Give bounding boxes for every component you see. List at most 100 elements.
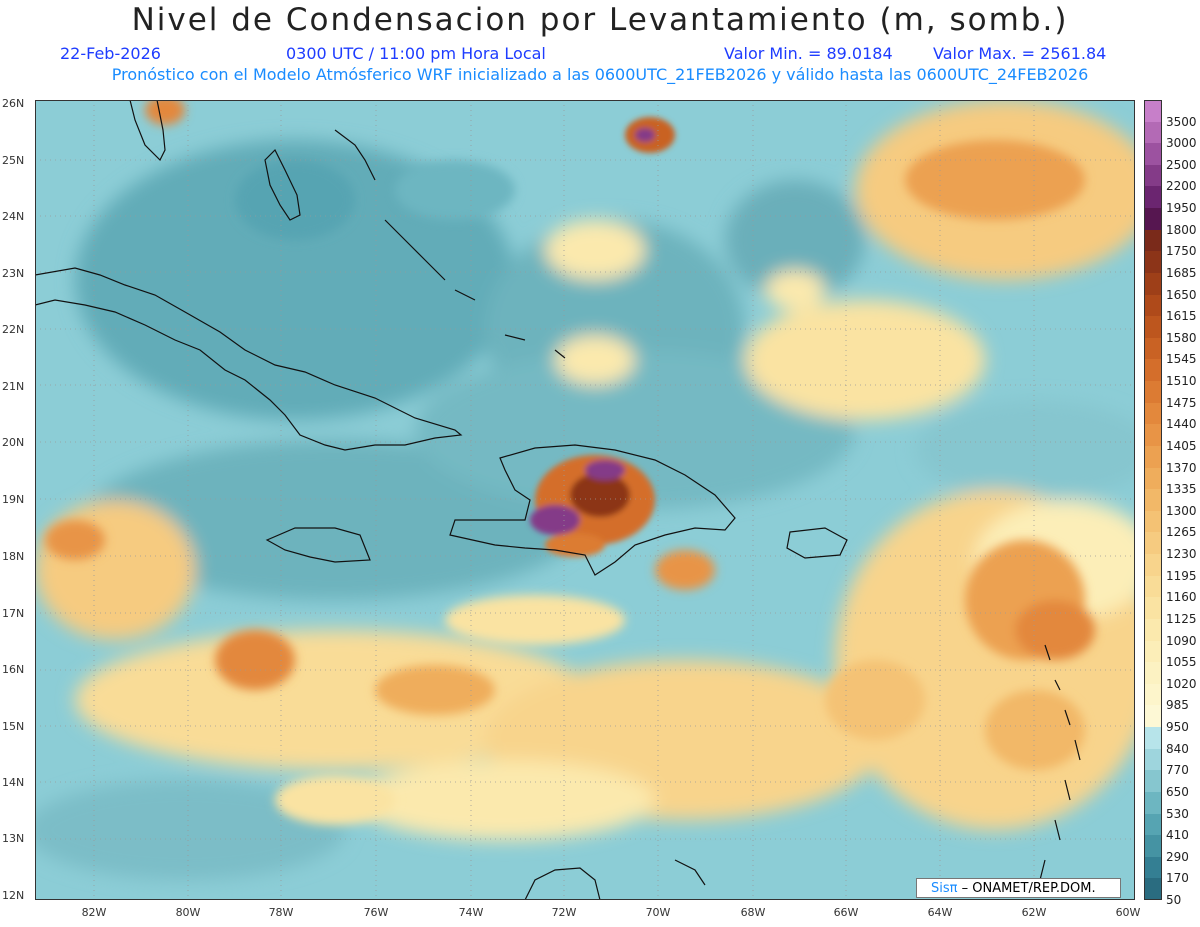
lat-label: 13N bbox=[2, 832, 25, 845]
colorbar-label: 1650 bbox=[1166, 287, 1197, 302]
colorbar-label: 1580 bbox=[1166, 330, 1197, 345]
forecast-time: 0300 UTC / 11:00 pm Hora Local bbox=[286, 44, 546, 63]
colorbar-label: 1545 bbox=[1166, 352, 1197, 367]
colorbar-label: 1300 bbox=[1166, 503, 1197, 518]
colorbar-swatch bbox=[1144, 575, 1162, 598]
colorbar-label: 170 bbox=[1166, 871, 1189, 886]
lcl-map bbox=[35, 100, 1135, 900]
colorbar-swatch bbox=[1144, 164, 1162, 187]
colorbar-swatch bbox=[1144, 272, 1162, 296]
colorbar-swatch bbox=[1144, 143, 1162, 166]
colorbar-label: 1335 bbox=[1166, 482, 1197, 497]
hispaniola-coast bbox=[449, 444, 736, 576]
colorbar-frame bbox=[1144, 100, 1162, 900]
colorbar-swatch bbox=[1144, 208, 1162, 231]
lat-label: 12N bbox=[2, 889, 25, 902]
lon-label: 68W bbox=[740, 906, 766, 919]
colorbar-swatch bbox=[1144, 424, 1162, 447]
colorbar-swatch bbox=[1144, 662, 1162, 685]
colorbar-swatch bbox=[1144, 381, 1162, 404]
colorbar-label: 1125 bbox=[1166, 611, 1197, 626]
colorbar-swatch bbox=[1144, 856, 1162, 879]
lat-label: 21N bbox=[2, 380, 25, 393]
colorbar-swatch bbox=[1144, 294, 1162, 317]
lat-label: 23N bbox=[2, 267, 25, 280]
sispi-logo: Sisπ bbox=[931, 881, 958, 896]
map-title: Nivel de Condensacion por Levantamiento … bbox=[131, 2, 1069, 38]
colorbar-swatch bbox=[1144, 618, 1162, 642]
colorbar-swatch bbox=[1144, 554, 1162, 577]
colorbar-label: 985 bbox=[1166, 698, 1189, 713]
model-subtitle: Pronóstico con el Modelo Atmósferico WRF… bbox=[111, 65, 1089, 84]
colorbar-swatch bbox=[1144, 791, 1162, 814]
lon-label: 64W bbox=[927, 906, 953, 919]
lat-label: 17N bbox=[2, 607, 25, 620]
map-frame bbox=[35, 100, 1135, 900]
colorbar-swatch bbox=[1144, 835, 1162, 858]
colorbar-label: 1265 bbox=[1166, 525, 1197, 540]
credit-box: Sisπ – ONAMET/REP.DOM. bbox=[916, 878, 1121, 898]
bahamas-chain bbox=[334, 129, 566, 359]
graticule bbox=[35, 100, 1135, 900]
lat-label: 16N bbox=[2, 663, 25, 676]
colorbar-label: 530 bbox=[1166, 806, 1189, 821]
colorbar-label: 1950 bbox=[1166, 201, 1197, 216]
lat-label: 14N bbox=[2, 776, 25, 789]
colorbar-label: 840 bbox=[1166, 741, 1189, 756]
colorbar-label: 1750 bbox=[1166, 244, 1197, 259]
colorbar-label: 1475 bbox=[1166, 395, 1197, 410]
colorbar-label: 1685 bbox=[1166, 265, 1197, 280]
colorbar-swatch bbox=[1144, 100, 1162, 123]
colorbar-swatch bbox=[1144, 316, 1162, 339]
lat-label: 26N bbox=[2, 97, 25, 110]
colorbar-swatch bbox=[1144, 597, 1162, 620]
colorbar-label: 1800 bbox=[1166, 222, 1197, 237]
colorbar-swatch bbox=[1144, 770, 1162, 793]
lat-label: 20N bbox=[2, 436, 25, 449]
colorbar-label: 3000 bbox=[1166, 136, 1197, 151]
lon-label: 76W bbox=[363, 906, 389, 919]
lat-label: 24N bbox=[2, 210, 25, 223]
lon-label: 70W bbox=[645, 906, 671, 919]
colorbar-swatch bbox=[1144, 467, 1162, 490]
colorbar-swatch bbox=[1144, 813, 1162, 836]
colorbar-label: 1370 bbox=[1166, 460, 1197, 475]
colorbar-label: 770 bbox=[1166, 763, 1189, 778]
colorbar-swatch bbox=[1144, 402, 1162, 425]
value-max: Valor Max. = 2561.84 bbox=[933, 44, 1107, 63]
lon-label: 72W bbox=[551, 906, 577, 919]
colorbar-label: 1440 bbox=[1166, 417, 1197, 432]
forecast-date: 22-Feb-2026 bbox=[60, 44, 161, 63]
colorbar-swatch bbox=[1144, 229, 1162, 252]
colorbar-swatch bbox=[1144, 186, 1162, 209]
lon-label: 78W bbox=[268, 906, 294, 919]
colorbar-swatch bbox=[1144, 359, 1162, 382]
colorbar-swatch bbox=[1144, 510, 1162, 533]
colorbar-label: 1055 bbox=[1166, 655, 1197, 670]
lat-label: 19N bbox=[2, 493, 25, 506]
colorbar-swatch bbox=[1144, 683, 1162, 706]
andros-island bbox=[264, 148, 301, 221]
colorbar-label: 1510 bbox=[1166, 374, 1197, 389]
colorbar-label: 1195 bbox=[1166, 568, 1197, 583]
lon-label: 62W bbox=[1021, 906, 1047, 919]
lesser-antilles bbox=[1039, 644, 1081, 881]
colorbar-label: 2200 bbox=[1166, 179, 1197, 194]
jamaica-coast bbox=[265, 527, 371, 563]
colorbar-label: 50 bbox=[1166, 893, 1182, 907]
credit-text: – ONAMET/REP.DOM. bbox=[957, 881, 1096, 896]
puerto-rico-coast bbox=[786, 527, 848, 559]
shading-base bbox=[35, 100, 1135, 880]
colorbar-swatch bbox=[1144, 445, 1162, 469]
lat-label: 22N bbox=[2, 323, 25, 336]
colorbar-label: 650 bbox=[1166, 784, 1189, 799]
colorbar-label: 2500 bbox=[1166, 157, 1197, 172]
lon-label: 80W bbox=[175, 906, 201, 919]
lon-label: 82W bbox=[81, 906, 107, 919]
lat-label: 18N bbox=[2, 550, 25, 563]
florida-coast bbox=[129, 100, 166, 162]
colorbar-swatch bbox=[1144, 878, 1162, 901]
colorbar-swatch bbox=[1144, 640, 1162, 663]
colorbar-label: 1090 bbox=[1166, 633, 1197, 648]
colorbar-swatch bbox=[1144, 748, 1162, 771]
